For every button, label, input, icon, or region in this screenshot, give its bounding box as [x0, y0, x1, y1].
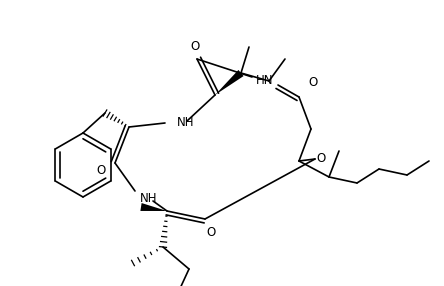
- Polygon shape: [215, 70, 244, 95]
- Text: O: O: [96, 164, 106, 178]
- Text: O: O: [190, 41, 200, 53]
- Text: HN: HN: [256, 74, 274, 88]
- Text: O: O: [317, 152, 325, 166]
- Text: O: O: [206, 227, 216, 239]
- Text: NH: NH: [140, 192, 158, 206]
- Polygon shape: [140, 203, 167, 211]
- Text: NH: NH: [177, 116, 194, 130]
- Text: O: O: [309, 76, 317, 90]
